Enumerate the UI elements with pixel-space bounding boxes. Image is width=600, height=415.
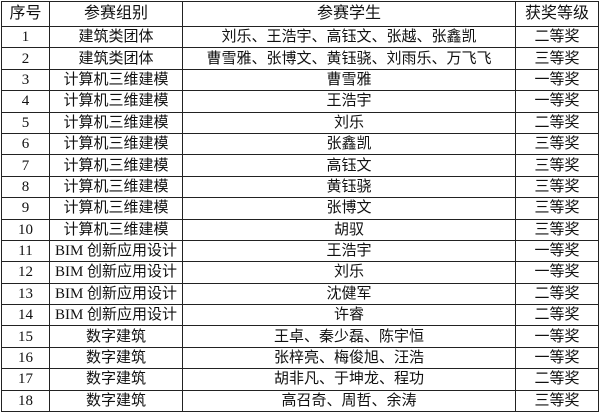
table-row: 12 BIM 创新应用设计 刘乐 一等奖 xyxy=(1,261,599,284)
cell-index: 17 xyxy=(1,368,50,391)
cell-group: 计算机三维建模 xyxy=(49,90,183,113)
cell-students: 高钰文 xyxy=(182,154,516,177)
cell-students: 张鑫凯 xyxy=(182,132,516,156)
cell-group: 数字建筑 xyxy=(49,368,183,391)
cell-group: 数字建筑 xyxy=(49,389,183,413)
cell-index: 8 xyxy=(1,175,50,199)
cell-students: 刘乐、王浩宇、高钰文、张越、张鑫凯 xyxy=(182,25,516,49)
cell-index: 18 xyxy=(1,389,50,413)
cell-group: 数字建筑 xyxy=(49,346,183,370)
table-row: 16 数字建筑 张梓亮、梅俊旭、汪浩 一等奖 xyxy=(1,346,599,370)
cell-students: 黄钰骁 xyxy=(182,175,516,199)
cell-index: 3 xyxy=(1,68,50,92)
cell-award: 三等奖 xyxy=(515,47,599,70)
cell-students: 沈健军 xyxy=(182,282,516,306)
cell-students: 曹雪雅、张博文、黄钰骁、刘雨乐、万飞飞 xyxy=(182,47,516,70)
table-row: 17 数字建筑 胡非凡、于坤龙、程功 二等奖 xyxy=(1,368,599,391)
cell-award: 三等奖 xyxy=(515,218,599,241)
cell-award: 一等奖 xyxy=(515,261,599,284)
table-row: 15 数字建筑 王卓、秦少磊、陈宇恒 一等奖 xyxy=(1,325,599,348)
cell-index: 5 xyxy=(1,111,50,134)
cell-award: 三等奖 xyxy=(515,175,599,199)
header-row: 序号 参赛组别 参赛学生 获奖等级 xyxy=(1,1,599,27)
cell-group: 数字建筑 xyxy=(49,325,183,348)
cell-award: 二等奖 xyxy=(515,368,599,391)
cell-index: 4 xyxy=(1,90,50,113)
cell-students: 刘乐 xyxy=(182,261,516,284)
header-index: 序号 xyxy=(1,1,50,27)
cell-award: 一等奖 xyxy=(515,325,599,348)
cell-students: 刘乐 xyxy=(182,111,516,134)
table-row: 10 计算机三维建模 胡驭 三等奖 xyxy=(1,218,599,241)
cell-index: 1 xyxy=(1,25,50,49)
cell-index: 16 xyxy=(1,346,50,370)
cell-award: 一等奖 xyxy=(515,90,599,113)
cell-award: 一等奖 xyxy=(515,68,599,92)
table-row: 18 数字建筑 高召奇、周哲、余涛 三等奖 xyxy=(1,389,599,413)
table-row: 4 计算机三维建模 王浩宇 一等奖 xyxy=(1,90,599,113)
cell-index: 6 xyxy=(1,132,50,156)
cell-index: 12 xyxy=(1,261,50,284)
table-row: 3 计算机三维建模 曹雪雅 一等奖 xyxy=(1,68,599,92)
header-award: 获奖等级 xyxy=(515,1,599,27)
cell-index: 10 xyxy=(1,218,50,241)
table-row: 8 计算机三维建模 黄钰骁 三等奖 xyxy=(1,175,599,199)
cell-group: BIM 创新应用设计 xyxy=(49,261,183,284)
cell-award: 二等奖 xyxy=(515,304,599,327)
cell-group: 计算机三维建模 xyxy=(49,218,183,241)
cell-award: 三等奖 xyxy=(515,132,599,156)
cell-award: 二等奖 xyxy=(515,111,599,134)
cell-index: 11 xyxy=(1,239,50,263)
header-group: 参赛组别 xyxy=(49,1,183,27)
table-row: 2 建筑类团体 曹雪雅、张博文、黄钰骁、刘雨乐、万飞飞 三等奖 xyxy=(1,47,599,70)
cell-group: BIM 创新应用设计 xyxy=(49,282,183,306)
cell-group: BIM 创新应用设计 xyxy=(49,304,183,327)
cell-group: 计算机三维建模 xyxy=(49,132,183,156)
cell-award: 二等奖 xyxy=(515,25,599,49)
cell-group: 计算机三维建模 xyxy=(49,154,183,177)
cell-award: 一等奖 xyxy=(515,346,599,370)
cell-group: 建筑类团体 xyxy=(49,47,183,70)
cell-students: 胡非凡、于坤龙、程功 xyxy=(182,368,516,391)
cell-award: 二等奖 xyxy=(515,282,599,306)
cell-group: 计算机三维建模 xyxy=(49,197,183,220)
cell-students: 高召奇、周哲、余涛 xyxy=(182,389,516,413)
cell-award: 一等奖 xyxy=(515,239,599,263)
cell-award: 三等奖 xyxy=(515,197,599,220)
cell-group: 建筑类团体 xyxy=(49,25,183,49)
cell-students: 胡驭 xyxy=(182,218,516,241)
cell-index: 9 xyxy=(1,197,50,220)
table-row: 13 BIM 创新应用设计 沈健军 二等奖 xyxy=(1,282,599,306)
cell-students: 王卓、秦少磊、陈宇恒 xyxy=(182,325,516,348)
cell-award: 三等奖 xyxy=(515,389,599,413)
cell-index: 14 xyxy=(1,304,50,327)
cell-group: 计算机三维建模 xyxy=(49,68,183,92)
cell-group: 计算机三维建模 xyxy=(49,111,183,134)
cell-award: 三等奖 xyxy=(515,154,599,177)
cell-index: 13 xyxy=(1,282,50,306)
cell-students: 张梓亮、梅俊旭、汪浩 xyxy=(182,346,516,370)
cell-students: 王浩宇 xyxy=(182,90,516,113)
table-row: 14 BIM 创新应用设计 许睿 二等奖 xyxy=(1,304,599,327)
table-row: 7 计算机三维建模 高钰文 三等奖 xyxy=(1,154,599,177)
cell-students: 曹雪雅 xyxy=(182,68,516,92)
table-row: 1 建筑类团体 刘乐、王浩宇、高钰文、张越、张鑫凯 二等奖 xyxy=(1,25,599,49)
cell-index: 2 xyxy=(1,47,50,70)
cell-group: BIM 创新应用设计 xyxy=(49,239,183,263)
cell-students: 张博文 xyxy=(182,197,516,220)
table-row: 6 计算机三维建模 张鑫凯 三等奖 xyxy=(1,132,599,156)
table-row: 5 计算机三维建模 刘乐 二等奖 xyxy=(1,111,599,134)
header-students: 参赛学生 xyxy=(182,1,516,27)
cell-students: 许睿 xyxy=(182,304,516,327)
cell-students: 王浩宇 xyxy=(182,239,516,263)
cell-index: 15 xyxy=(1,325,50,348)
table-row: 11 BIM 创新应用设计 王浩宇 一等奖 xyxy=(1,239,599,263)
cell-index: 7 xyxy=(1,154,50,177)
cell-group: 计算机三维建模 xyxy=(49,175,183,199)
table-row: 9 计算机三维建模 张博文 三等奖 xyxy=(1,197,599,220)
